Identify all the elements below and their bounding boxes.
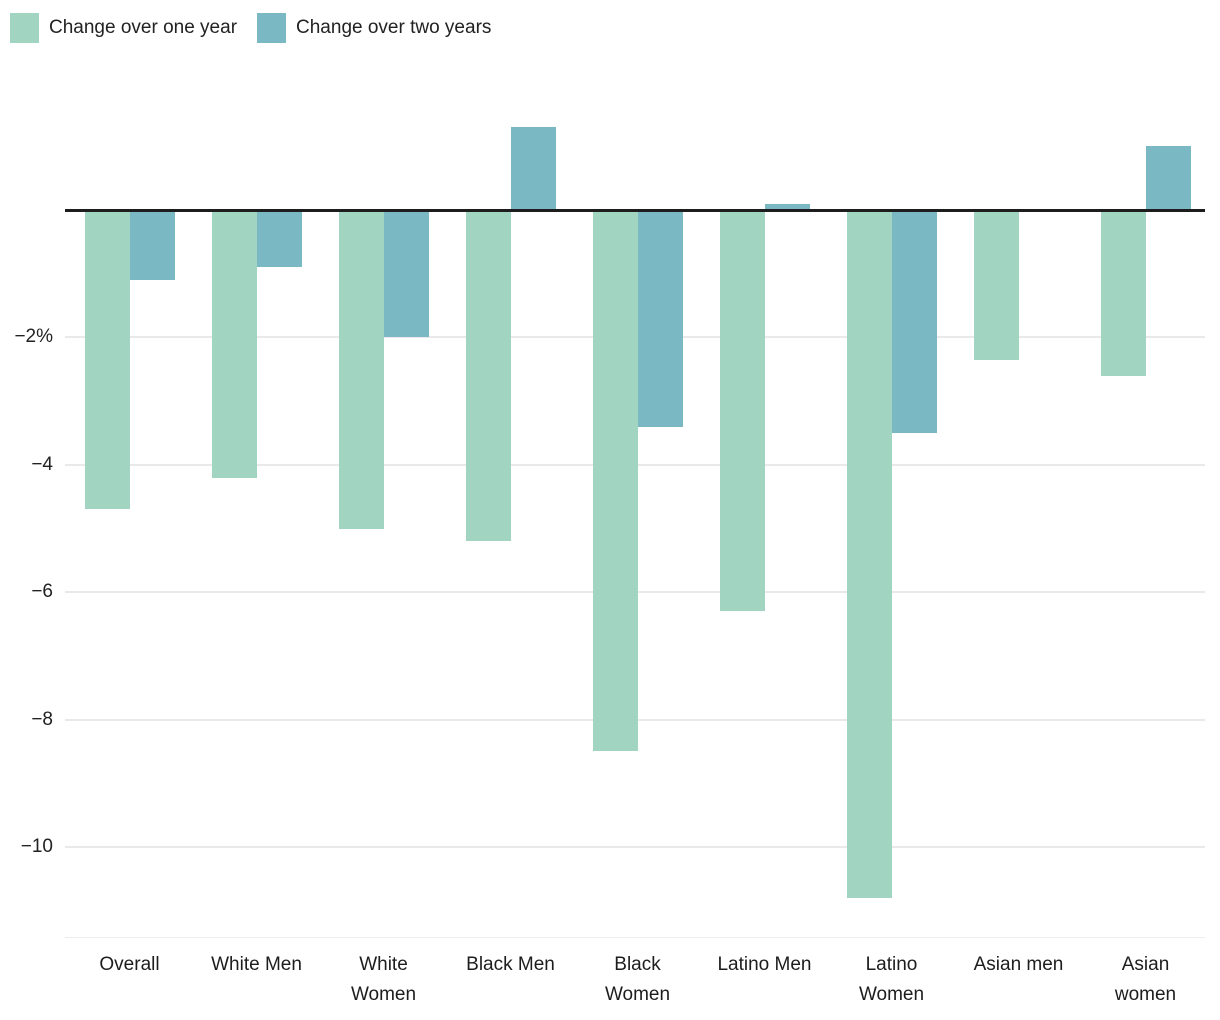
- legend: Change over one year Change over two yea…: [10, 13, 491, 43]
- bar-one-year-black-women: [592, 210, 638, 752]
- x-label-latino-men: Latino Men: [717, 954, 812, 975]
- y-tick-label--6: −6: [31, 581, 53, 603]
- bar-two-years-white-women: [383, 210, 429, 338]
- zero-axis-line: [65, 209, 1205, 212]
- legend-item-two-years: Change over two years: [257, 13, 491, 43]
- bar-two-years-black-women: [637, 210, 683, 427]
- bar-one-year-overall: [84, 210, 130, 510]
- bar-two-years-overall: [129, 210, 175, 281]
- bar-one-year-latino-women: [846, 210, 892, 898]
- bar-one-year-asian-men: [973, 210, 1019, 360]
- y-tick-label--4: −4: [31, 453, 53, 475]
- y-tick-label--2: −2%: [14, 326, 53, 348]
- two-years-swatch: [257, 13, 287, 43]
- x-label-asian-women: Asian women: [1114, 954, 1177, 1005]
- bar-two-years-black-men: [510, 127, 556, 210]
- x-label-black-men: Black Men: [466, 954, 555, 975]
- bar-one-year-latino-men: [719, 210, 765, 612]
- bar-one-year-white-men: [211, 210, 257, 478]
- x-label-black-women: Black Women: [604, 954, 671, 1005]
- bar-one-year-asian-women: [1100, 210, 1146, 376]
- y-tick-label--10: −10: [20, 836, 53, 857]
- gridline-y-10: [65, 846, 1205, 848]
- two-years-legend-label: Change over two years: [296, 17, 492, 38]
- x-label-white-men: White Men: [211, 954, 302, 975]
- bar-two-years-latino-men: [764, 203, 810, 210]
- x-label-asian-men: Asian men: [973, 954, 1064, 975]
- bar-two-years-latino-women: [891, 210, 937, 433]
- one-year-swatch: [10, 13, 39, 43]
- x-label-white-women: White Women: [350, 954, 417, 1005]
- bar-one-year-white-women: [338, 210, 384, 529]
- x-label-overall: Overall: [99, 954, 160, 975]
- x-label-latino-women: Latino Women: [858, 954, 925, 1005]
- legend-item-one-year: Change over one year: [10, 13, 237, 43]
- y-tick-label--8: −8: [31, 708, 53, 730]
- bar-two-years-asian-women: [1145, 146, 1191, 210]
- x-axis-baseline: [65, 937, 1205, 938]
- bar-one-year-black-men: [465, 210, 511, 542]
- bar-two-years-white-men: [256, 210, 302, 268]
- one-year-legend-label: Change over one year: [49, 17, 238, 38]
